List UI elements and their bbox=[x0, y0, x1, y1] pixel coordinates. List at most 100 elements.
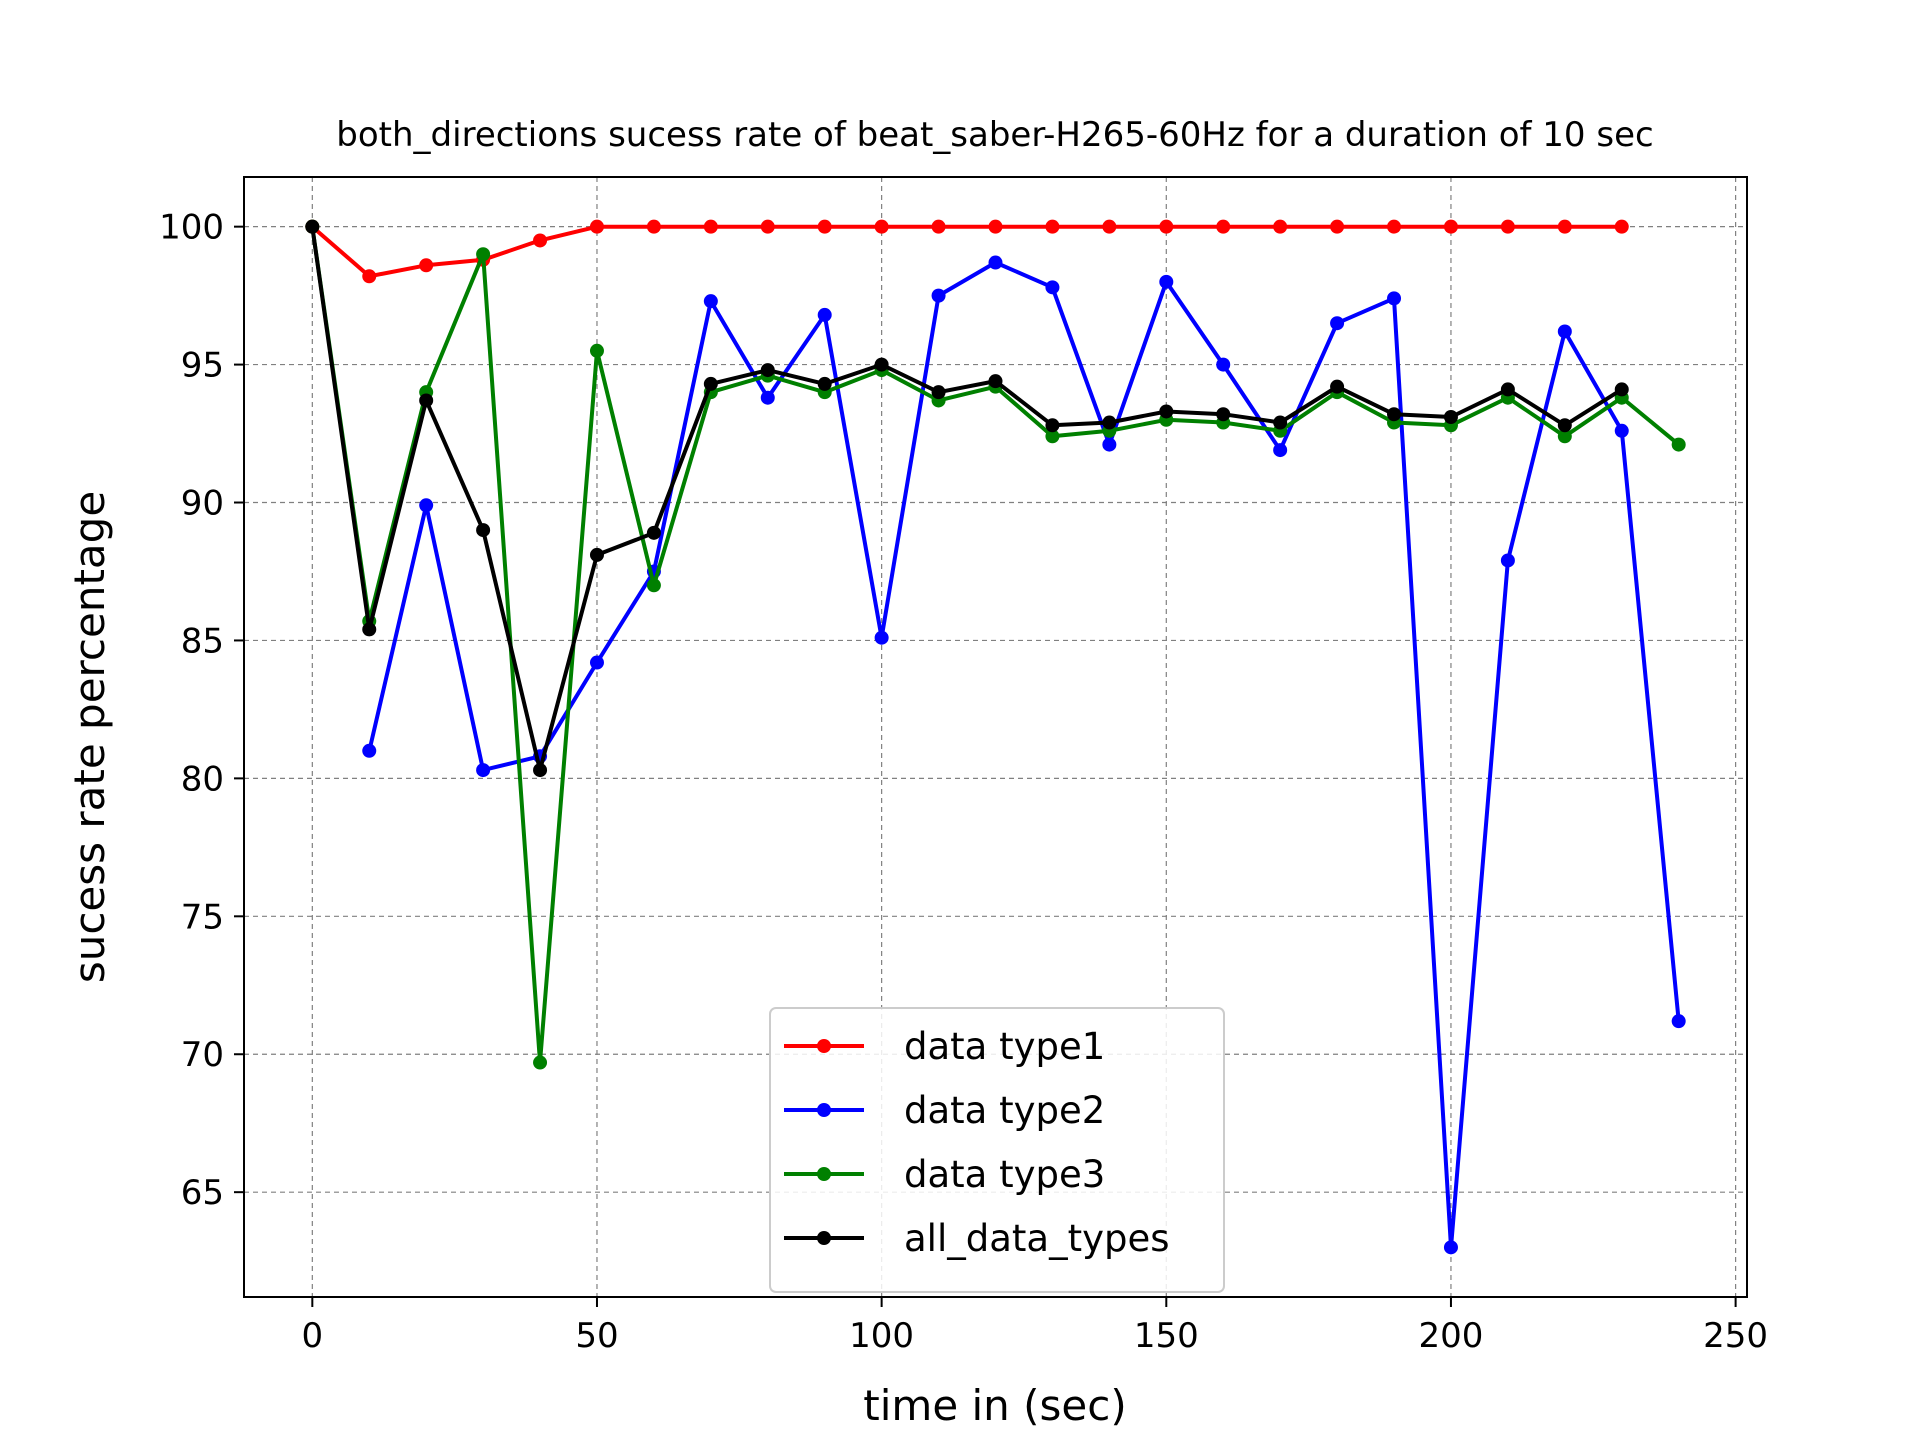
series-line-data-type1 bbox=[310, 224, 1622, 279]
x-tick-label: 100 bbox=[849, 1316, 914, 1356]
data-point-data-type3 bbox=[1557, 429, 1572, 444]
data-point-data-type2 bbox=[1102, 437, 1117, 452]
data-point-data-type2 bbox=[988, 255, 1003, 270]
data-point-data-type2 bbox=[362, 743, 377, 758]
data-point-data-type2 bbox=[589, 655, 604, 670]
legend-label: data type1 bbox=[904, 1025, 1105, 1068]
data-point-data-type3 bbox=[589, 343, 604, 358]
y-axis-label: sucess rate percentage bbox=[65, 491, 114, 983]
data-point-data-type3 bbox=[646, 578, 661, 593]
data-point-all-data-types bbox=[362, 622, 377, 637]
data-point-data-type2 bbox=[1614, 423, 1629, 438]
x-tick-label: 50 bbox=[575, 1316, 618, 1356]
data-point-data-type2 bbox=[1273, 443, 1288, 458]
chart-title: both_directions sucess rate of beat_sabe… bbox=[336, 115, 1653, 155]
data-point-data-type2 bbox=[1443, 1240, 1458, 1255]
data-point-data-type2 bbox=[1387, 291, 1402, 306]
data-point-all-data-types bbox=[760, 363, 775, 378]
y-axis: 65 70 75 80 85 90 95 100 bbox=[159, 208, 244, 1213]
data-point-data-type2 bbox=[703, 294, 718, 309]
data-point-data-type1 bbox=[1443, 219, 1458, 234]
data-point-all-data-types bbox=[1443, 410, 1458, 424]
x-tick-label: 200 bbox=[1419, 1316, 1484, 1356]
data-point-data-type1 bbox=[1557, 219, 1572, 234]
plot-frame bbox=[243, 176, 1748, 1298]
data-point-all-data-types bbox=[646, 525, 661, 540]
legend-label: all_data_types bbox=[904, 1217, 1170, 1260]
data-point-all-data-types bbox=[476, 523, 491, 538]
legend-label: data type2 bbox=[904, 1089, 1105, 1132]
data-point-data-type2 bbox=[419, 498, 434, 513]
data-point-data-type1 bbox=[362, 269, 377, 284]
x-axis: 0 50 100 150 200 250 bbox=[301, 1297, 1768, 1356]
data-point-all-data-types bbox=[988, 374, 1003, 389]
data-point-all-data-types bbox=[1045, 418, 1060, 433]
data-point-data-type1 bbox=[931, 219, 946, 234]
data-point-all-data-types bbox=[874, 357, 889, 372]
data-point-data-type1 bbox=[703, 219, 718, 234]
data-point-data-type2 bbox=[1671, 1014, 1686, 1029]
data-point-data-type3 bbox=[1045, 429, 1060, 444]
y-tick-label: 80 bbox=[181, 759, 224, 799]
legend-item-data-type2: data type2 bbox=[784, 1089, 1105, 1132]
x-tick-label: 150 bbox=[1134, 1316, 1199, 1356]
y-tick-label: 70 bbox=[181, 1035, 224, 1075]
data-point-data-type1 bbox=[988, 219, 1003, 234]
data-point-data-type1 bbox=[1045, 219, 1060, 234]
legend-label: data type3 bbox=[904, 1153, 1105, 1196]
data-point-all-data-types bbox=[1614, 382, 1629, 397]
legend-swatch-marker bbox=[817, 1039, 831, 1053]
legend-swatch-marker bbox=[817, 1167, 831, 1181]
x-tick-label: 250 bbox=[1703, 1316, 1768, 1356]
series-line-data-type2 bbox=[367, 260, 1681, 1250]
data-point-data-type1 bbox=[646, 219, 661, 234]
data-point-data-type2 bbox=[1330, 316, 1345, 331]
data-point-data-type1 bbox=[1273, 219, 1288, 234]
data-point-data-type1 bbox=[533, 233, 548, 248]
data-point-data-type1 bbox=[1500, 219, 1515, 234]
data-point-data-type1 bbox=[419, 258, 434, 273]
series-line-all-data-types bbox=[310, 226, 1623, 773]
data-point-data-type1 bbox=[1330, 219, 1345, 234]
data-point-all-data-types bbox=[1500, 382, 1515, 397]
data-point-all-data-types bbox=[533, 763, 548, 778]
y-tick-label: 65 bbox=[181, 1173, 224, 1213]
x-axis-label: time in (sec) bbox=[863, 1381, 1126, 1430]
data-point-all-data-types bbox=[1330, 379, 1345, 394]
data-point-all-data-types bbox=[419, 393, 434, 408]
data-point-all-data-types bbox=[817, 376, 832, 391]
data-point-data-type1 bbox=[589, 219, 604, 234]
x-tick-label: 0 bbox=[301, 1316, 323, 1356]
y-tick-label: 85 bbox=[181, 621, 224, 661]
data-point-data-type2 bbox=[476, 763, 491, 778]
series-data-type2 bbox=[362, 255, 1686, 1255]
data-point-data-type2 bbox=[1500, 553, 1515, 568]
data-point-all-data-types bbox=[589, 547, 604, 562]
y-tick-label: 95 bbox=[181, 346, 224, 386]
data-point-data-type2 bbox=[817, 307, 832, 322]
data-point-data-type2 bbox=[1045, 280, 1060, 295]
data-point-all-data-types bbox=[1387, 407, 1402, 422]
data-point-data-type3 bbox=[1671, 437, 1686, 452]
data-point-data-type1 bbox=[1216, 219, 1231, 234]
y-tick-label: 90 bbox=[181, 484, 224, 524]
series-layer bbox=[305, 219, 1686, 1255]
data-point-all-data-types bbox=[1102, 415, 1117, 430]
data-point-data-type1 bbox=[1614, 219, 1629, 234]
data-point-data-type2 bbox=[1216, 357, 1231, 372]
data-point-data-type2 bbox=[760, 390, 775, 405]
legend-item-data-type3: data type3 bbox=[784, 1153, 1105, 1196]
data-point-all-data-types bbox=[931, 385, 946, 400]
data-point-data-type1 bbox=[760, 219, 775, 234]
data-point-data-type1 bbox=[874, 219, 889, 234]
data-point-data-type2 bbox=[874, 630, 889, 645]
data-point-all-data-types bbox=[305, 219, 320, 234]
legend-box bbox=[769, 1007, 1225, 1293]
data-point-data-type1 bbox=[1102, 219, 1117, 234]
data-point-data-type1 bbox=[1387, 219, 1402, 234]
y-tick-label: 75 bbox=[181, 897, 224, 937]
y-tick-label: 100 bbox=[159, 208, 224, 248]
series-all-data-types bbox=[305, 219, 1629, 778]
